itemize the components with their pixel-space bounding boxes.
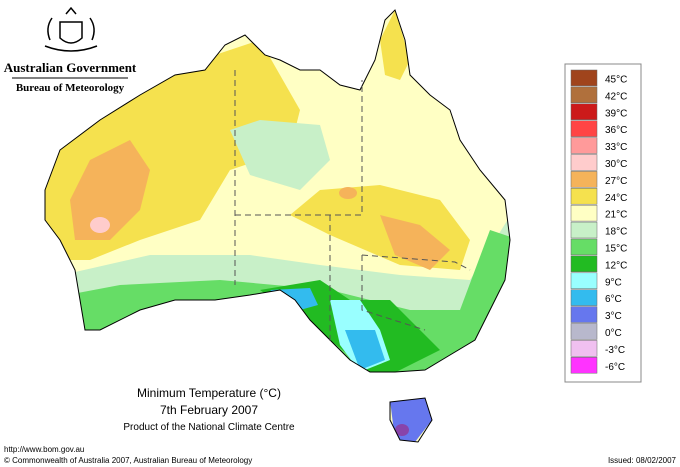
state-borders	[234, 70, 471, 345]
footer-issued: Issued: 08/02/2007	[608, 456, 677, 465]
legend-swatch	[570, 120, 598, 137]
legend-label: 9°C	[605, 277, 622, 288]
legend-label: 15°C	[605, 243, 627, 254]
legend-swatch	[570, 86, 598, 104]
legend-swatch	[570, 306, 598, 323]
legend-label: 3°C	[605, 311, 622, 322]
legend-swatch	[570, 154, 598, 171]
map-product: Product of the National Climate Centre	[123, 422, 295, 433]
legend-label: 36°C	[605, 125, 627, 136]
legend-label: 6°C	[605, 294, 622, 305]
map-title: Minimum Temperature (°C)	[137, 386, 281, 400]
legend-swatch	[570, 69, 598, 87]
legend-swatch	[570, 137, 598, 154]
map-date: 7th February 2007	[160, 403, 258, 417]
legend-swatch	[570, 357, 598, 374]
legend-label: 21°C	[605, 210, 627, 221]
footer-url: http://www.bom.gov.au	[4, 445, 84, 454]
legend: 45°C 42°C 39°C 36°C 33°C 30°C 27°C 24°C 21°C 18°C…	[570, 69, 627, 374]
legend-label: 0°C	[605, 328, 622, 339]
legend-label: -6°C	[605, 362, 625, 373]
legend-label: 45°C	[605, 74, 627, 85]
legend-label: 18°C	[605, 227, 627, 238]
legend-label: 39°C	[605, 108, 627, 119]
footer-copyright: © Commonwealth of Australia 2007, Austra…	[4, 456, 252, 465]
legend-label: 42°C	[605, 91, 627, 102]
agency-name: Bureau of Meteorology	[16, 82, 125, 94]
legend-swatch	[570, 221, 598, 239]
legend-swatch	[570, 171, 598, 188]
legend-swatch	[570, 289, 598, 306]
legend-label: 24°C	[605, 193, 627, 204]
coat-of-arms	[44, 6, 98, 52]
legend-swatch	[570, 188, 598, 205]
legend-swatch	[570, 204, 598, 222]
legend-label: 27°C	[605, 176, 627, 187]
legend-label: 33°C	[605, 142, 627, 153]
legend-swatch	[570, 340, 598, 357]
legend-label: 12°C	[605, 260, 627, 271]
legend-swatch	[570, 323, 598, 340]
legend-label: -3°C	[605, 345, 625, 356]
legend-swatch	[570, 255, 598, 273]
legend-swatch	[570, 238, 598, 256]
legend-swatch	[570, 103, 598, 120]
legend-label: 30°C	[605, 159, 627, 170]
legend-swatch	[570, 272, 598, 289]
government-name: Australian Government	[4, 60, 137, 75]
